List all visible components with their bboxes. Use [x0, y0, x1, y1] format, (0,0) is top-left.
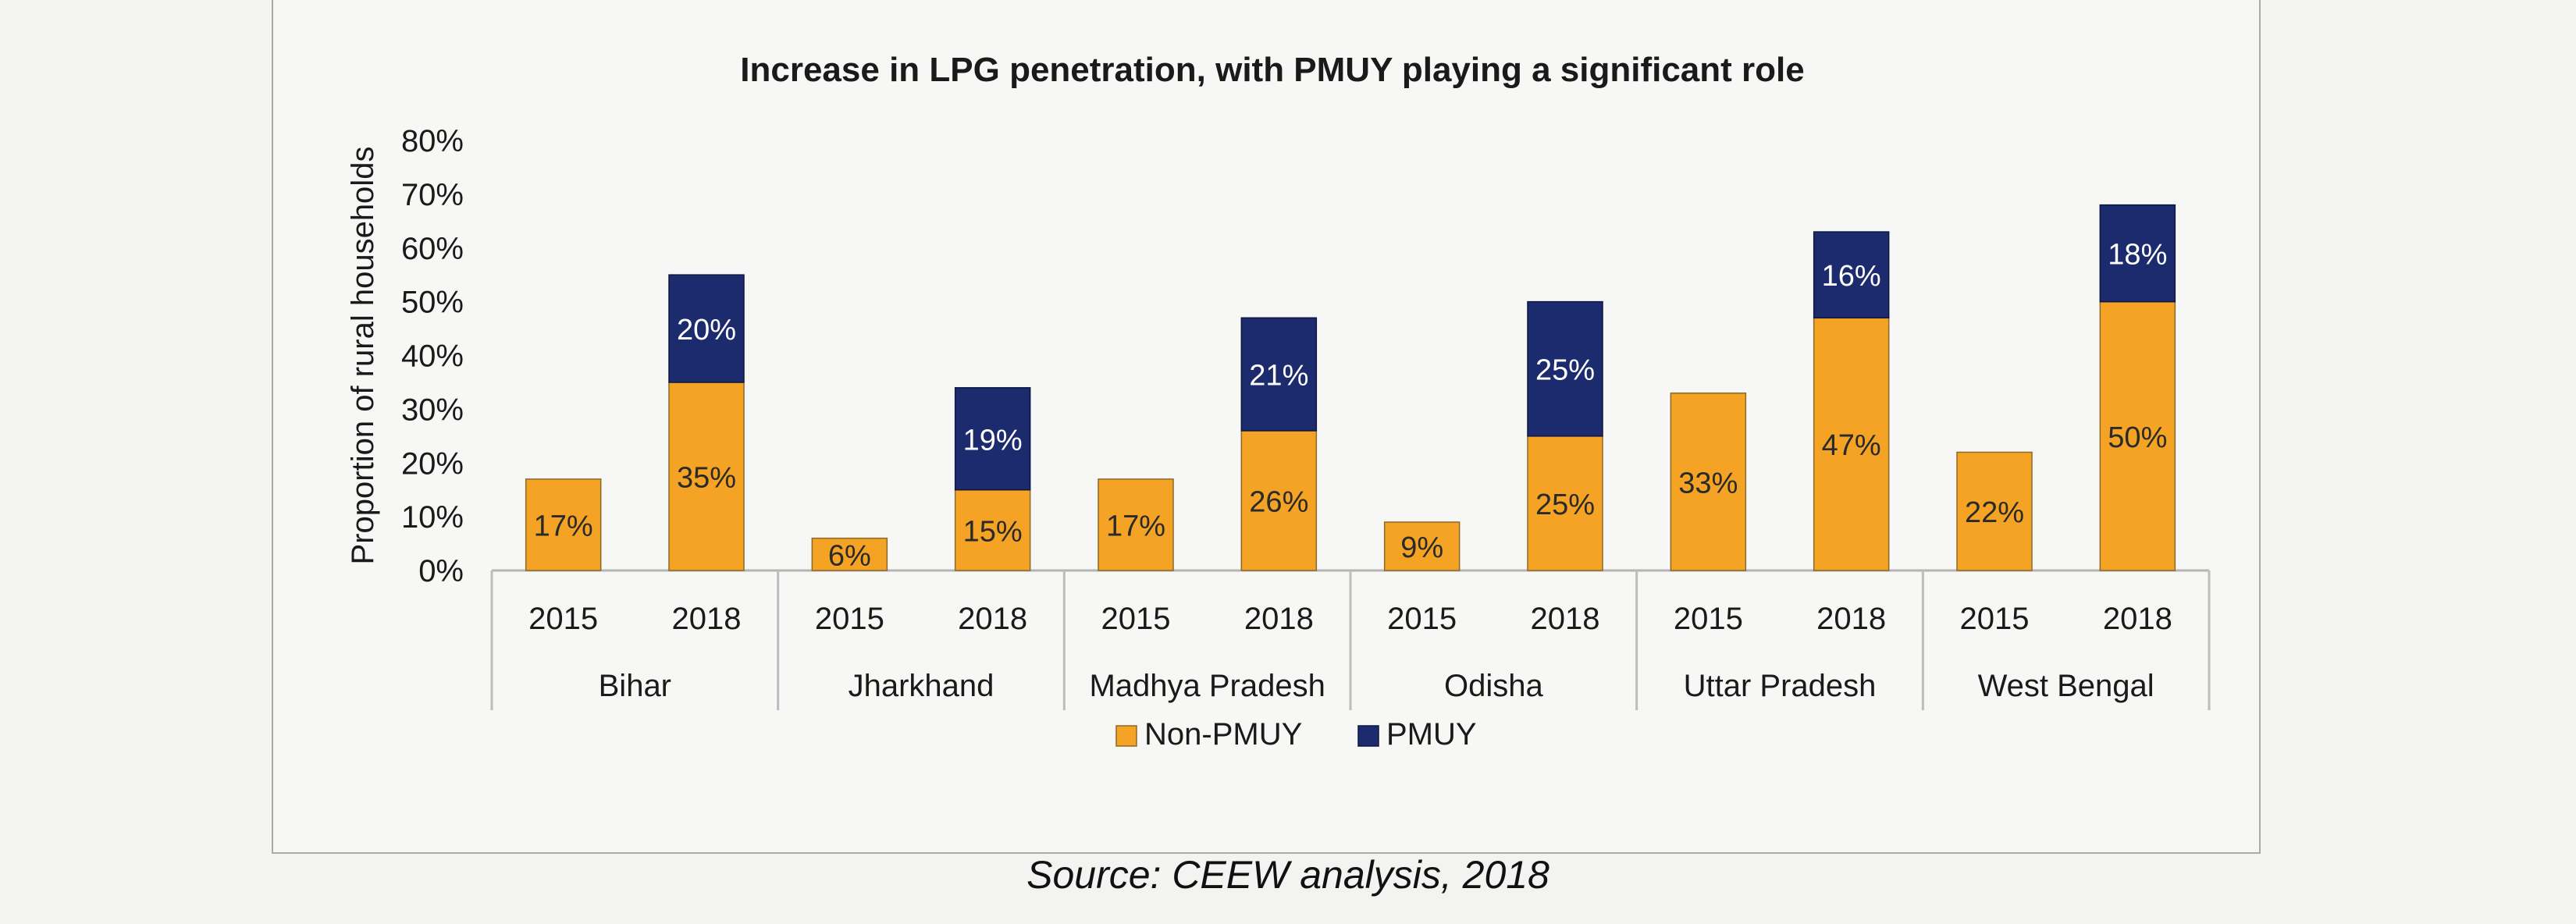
- data-label-non-pmuy: 15%: [963, 515, 1023, 548]
- x-group-label: Madhya Pradesh: [1089, 669, 1325, 703]
- x-tick-label-year: 2018: [1244, 602, 1314, 636]
- x-tick-label-year: 2015: [1101, 602, 1171, 636]
- bar-non-pmuy: [1098, 478, 1174, 571]
- data-label-pmuy: 16%: [1822, 260, 1881, 293]
- y-tick-label: 20%: [401, 446, 464, 481]
- x-tick-label-year: 2018: [1531, 602, 1600, 636]
- data-label-non-pmuy: 6%: [828, 539, 871, 572]
- bar-pmuy: [1813, 231, 1890, 319]
- legend-label: Non-PMUY: [1144, 717, 1302, 752]
- data-label-non-pmuy: 22%: [1965, 496, 2024, 529]
- x-group-label: Odisha: [1444, 669, 1543, 703]
- x-group-label: Bihar: [599, 669, 671, 703]
- x-group-label: West Bengal: [1978, 669, 2154, 703]
- bar-non-pmuy: [1956, 451, 2033, 571]
- bar-non-pmuy: [954, 489, 1031, 571]
- data-label-pmuy: 20%: [677, 314, 736, 346]
- data-label-pmuy: 25%: [1535, 354, 1595, 387]
- x-group-label: Uttar Pradesh: [1684, 669, 1877, 703]
- bar-non-pmuy: [1383, 521, 1461, 571]
- data-label-pmuy: 18%: [2108, 239, 2167, 272]
- bar-non-pmuy: [1240, 430, 1318, 571]
- x-tick-label-year: 2015: [1674, 602, 1743, 636]
- bar-non-pmuy: [811, 537, 888, 571]
- legend-label: PMUY: [1386, 717, 1477, 752]
- bar-non-pmuy: [1670, 392, 1747, 571]
- bar-non-pmuy: [1527, 435, 1603, 571]
- legend-swatch: [1357, 725, 1379, 747]
- y-tick-label: 80%: [401, 124, 464, 158]
- x-tick-label-year: 2015: [1387, 602, 1457, 636]
- data-label-pmuy: 19%: [963, 424, 1023, 457]
- bar-non-pmuy: [525, 478, 602, 571]
- data-label-non-pmuy: 9%: [1400, 531, 1443, 564]
- source-caption: Source: CEEW analysis, 2018: [1026, 853, 1550, 897]
- data-label-non-pmuy: 47%: [1822, 429, 1881, 462]
- bar-pmuy: [1527, 300, 1603, 437]
- data-label-pmuy: 21%: [1249, 360, 1308, 393]
- bar-pmuy: [954, 387, 1031, 491]
- data-label-non-pmuy: 17%: [1106, 510, 1165, 542]
- data-label-non-pmuy: 33%: [1678, 467, 1738, 499]
- bar-pmuy: [1240, 317, 1318, 432]
- bar-non-pmuy: [668, 382, 745, 571]
- bar-non-pmuy: [1813, 317, 1890, 571]
- x-group-label: Jharkhand: [849, 669, 994, 703]
- y-tick-label: 30%: [401, 393, 464, 427]
- y-tick-label: 70%: [401, 178, 464, 212]
- x-tick-label-year: 2018: [2103, 602, 2172, 636]
- x-tick-label-year: 2018: [1816, 602, 1886, 636]
- y-tick-label: 60%: [401, 232, 464, 266]
- x-tick-label-year: 2018: [958, 602, 1027, 636]
- y-tick-label: 40%: [401, 339, 464, 374]
- bar-pmuy: [2099, 204, 2176, 303]
- x-tick-label-year: 2015: [815, 602, 884, 636]
- data-label-non-pmuy: 25%: [1535, 489, 1595, 521]
- data-label-non-pmuy: 17%: [534, 510, 593, 542]
- x-tick-label-year: 2015: [528, 602, 598, 636]
- y-tick-label: 10%: [401, 500, 464, 535]
- y-tick-label: 50%: [401, 286, 464, 320]
- y-axis-label: Proportion of rural households: [346, 147, 380, 565]
- y-tick-label: 0%: [418, 554, 464, 588]
- x-tick-label-year: 2015: [1960, 602, 2030, 636]
- legend-swatch: [1115, 725, 1137, 747]
- chart-title: Increase in LPG penetration, with PMUY p…: [740, 51, 1804, 89]
- data-label-non-pmuy: 35%: [677, 461, 736, 494]
- bar-pmuy: [668, 274, 745, 383]
- bar-non-pmuy: [2099, 300, 2176, 571]
- x-tick-label-year: 2018: [672, 602, 742, 636]
- data-label-non-pmuy: 50%: [2108, 421, 2167, 454]
- data-label-non-pmuy: 26%: [1249, 485, 1308, 518]
